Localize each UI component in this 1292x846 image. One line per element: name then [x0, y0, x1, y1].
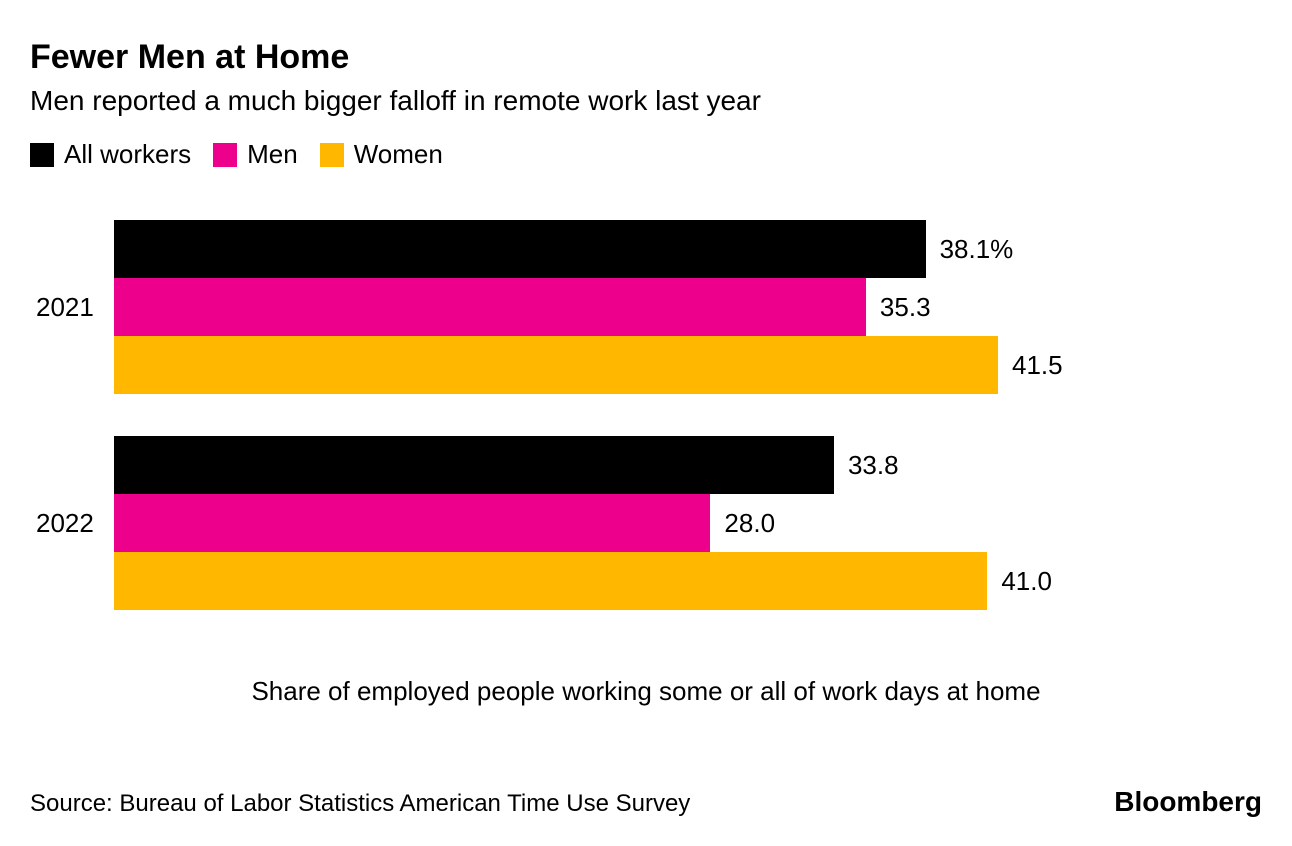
legend-item: Women	[320, 139, 443, 170]
legend-label: All workers	[64, 139, 191, 170]
bar-men	[114, 278, 866, 336]
year-group-2022: 2022 33.8 28.0 41.0	[30, 436, 1262, 610]
bar-value: 35.3	[880, 292, 931, 323]
bar-row: 41.5	[114, 336, 1262, 394]
bars-column: 38.1% 35.3 41.5	[114, 220, 1262, 394]
legend-label: Men	[247, 139, 298, 170]
bars-column: 33.8 28.0 41.0	[114, 436, 1262, 610]
bar-row: 33.8	[114, 436, 1262, 494]
source-text: Source: Bureau of Labor Statistics Ameri…	[30, 790, 690, 818]
chart-subtitle: Men reported a much bigger falloff in re…	[30, 85, 1262, 117]
bar-all-workers	[114, 220, 926, 278]
bar-women	[114, 552, 987, 610]
legend-swatch-men	[213, 143, 237, 167]
legend-swatch-women	[320, 143, 344, 167]
bar-value: 41.0	[1001, 566, 1052, 597]
year-label: 2022	[30, 508, 114, 539]
bar-row: 35.3	[114, 278, 1262, 336]
footer: Source: Bureau of Labor Statistics Ameri…	[30, 786, 1262, 818]
bar-value: 41.5	[1012, 350, 1063, 381]
year-group-2021: 2021 38.1% 35.3 41.5	[30, 220, 1262, 394]
x-axis-label: Share of employed people working some or…	[30, 676, 1262, 707]
bar-all-workers	[114, 436, 834, 494]
legend-swatch-all-workers	[30, 143, 54, 167]
bar-row: 41.0	[114, 552, 1262, 610]
chart-title: Fewer Men at Home	[30, 38, 1262, 77]
bar-row: 38.1%	[114, 220, 1262, 278]
bar-value: 28.0	[724, 508, 775, 539]
bar-row: 28.0	[114, 494, 1262, 552]
chart-area: 2021 38.1% 35.3 41.5 2022 33.8	[30, 220, 1262, 610]
bar-men	[114, 494, 710, 552]
bar-women	[114, 336, 998, 394]
legend-label: Women	[354, 139, 443, 170]
year-label: 2021	[30, 292, 114, 323]
bar-value: 33.8	[848, 450, 899, 481]
legend-item: All workers	[30, 139, 191, 170]
legend-item: Men	[213, 139, 298, 170]
bar-value: 38.1%	[940, 234, 1014, 265]
legend: All workers Men Women	[30, 139, 1262, 170]
brand-logo: Bloomberg	[1114, 786, 1262, 818]
